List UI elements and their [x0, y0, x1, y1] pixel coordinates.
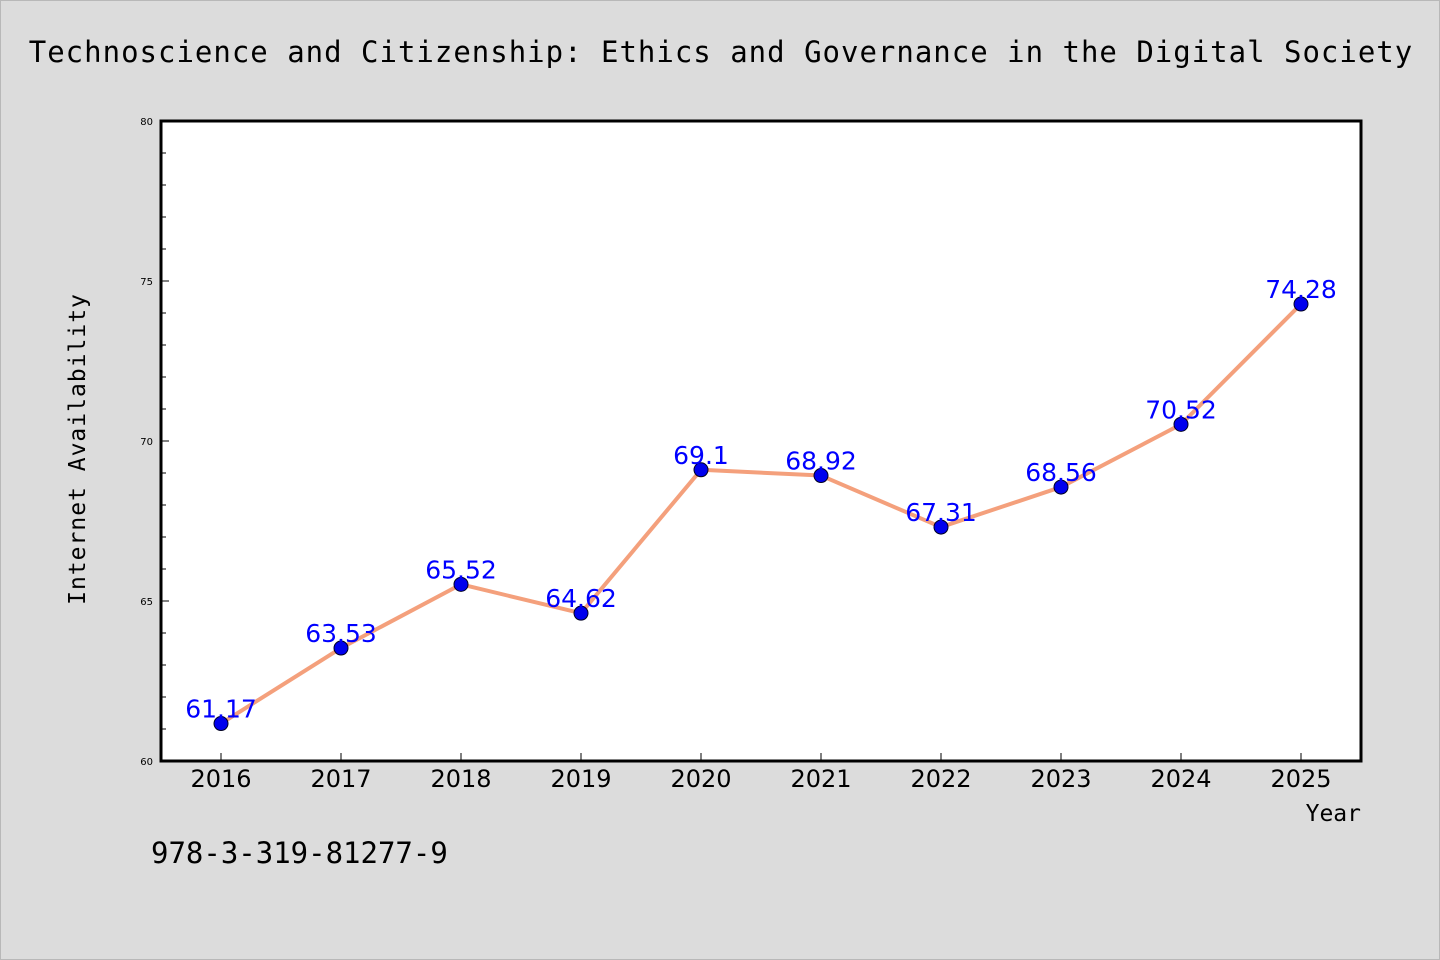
- x-tick-label: 2018: [430, 765, 491, 793]
- data-label: 61.17: [185, 695, 257, 724]
- data-point: [573, 605, 589, 621]
- data-label: 74.28: [1265, 275, 1337, 304]
- data-point: [1173, 416, 1189, 432]
- data-label: 68.92: [785, 447, 857, 476]
- y-axis-label: Internet Availability: [65, 293, 91, 605]
- y-tick-label: 60: [140, 757, 153, 768]
- data-point: [453, 576, 469, 592]
- y-tick-label: 75: [140, 277, 153, 288]
- data-label: 68.56: [1025, 458, 1097, 487]
- y-tick-label: 65: [140, 597, 153, 608]
- data-label: 65.52: [425, 555, 497, 584]
- x-axis-label: Year: [1306, 801, 1361, 827]
- x-tick-label: 2024: [1150, 765, 1211, 793]
- chart-title: Technoscience and Citizenship: Ethics an…: [28, 35, 1414, 69]
- x-tick-label: 2016: [190, 765, 251, 793]
- plot-area: [159, 119, 1363, 763]
- data-label: 63.53: [305, 619, 377, 648]
- x-tick-label: 2019: [550, 765, 611, 793]
- data-point: [213, 716, 229, 732]
- data-point: [1293, 296, 1309, 312]
- data-label: 67.31: [905, 498, 977, 527]
- x-tick-label: 2023: [1030, 765, 1091, 793]
- data-label: 64.62: [545, 584, 617, 613]
- x-tick-label: 2022: [910, 765, 971, 793]
- data-point: [693, 462, 709, 478]
- isbn-text: 978-3-319-81277-9: [151, 836, 448, 870]
- data-label: 70.52: [1145, 395, 1217, 424]
- y-tick-label: 80: [140, 117, 153, 128]
- x-tick-label: 2017: [310, 765, 371, 793]
- data-point: [1053, 479, 1069, 495]
- x-tick-label: 2020: [670, 765, 731, 793]
- data-point: [813, 468, 829, 484]
- data-point: [933, 519, 949, 535]
- x-tick-label: 2021: [790, 765, 851, 793]
- y-tick-label: 70: [140, 437, 153, 448]
- data-label: 69.1: [673, 441, 729, 470]
- data-point: [333, 640, 349, 656]
- series-line: [219, 302, 1303, 726]
- x-tick-label: 2025: [1270, 765, 1331, 793]
